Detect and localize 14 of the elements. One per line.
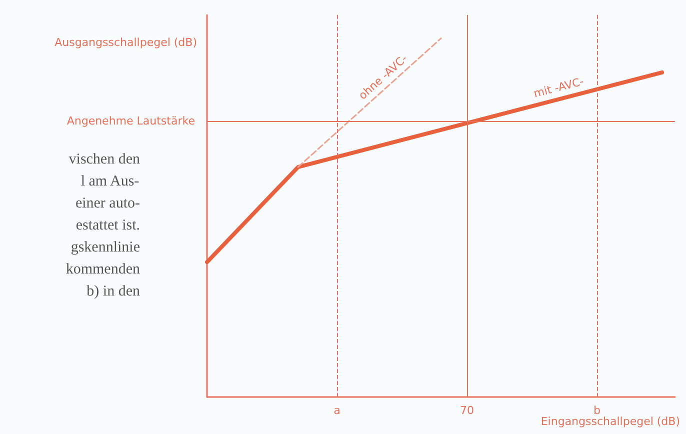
text: b) in den <box>86 284 140 300</box>
text: kommenden <box>66 262 140 278</box>
ref-line-label: Angenehme Lautstärke <box>66 114 196 128</box>
x-tick-label: a <box>334 404 340 417</box>
y-axis-title: Ausgangsschallpegel (dB) <box>54 36 197 49</box>
x-tick-label: b <box>594 404 601 417</box>
text: gskennlinie <box>70 240 140 256</box>
x-axis-title: Eingangsschallpegel (dB) <box>540 415 680 428</box>
x-tick-label: 70 <box>460 404 474 417</box>
text: mit -AVC- <box>532 74 586 100</box>
text: einer auto- <box>75 196 140 212</box>
text: l am Aus- <box>80 174 140 190</box>
text: vischen den <box>68 152 140 168</box>
text: estattet ist. <box>76 218 140 234</box>
